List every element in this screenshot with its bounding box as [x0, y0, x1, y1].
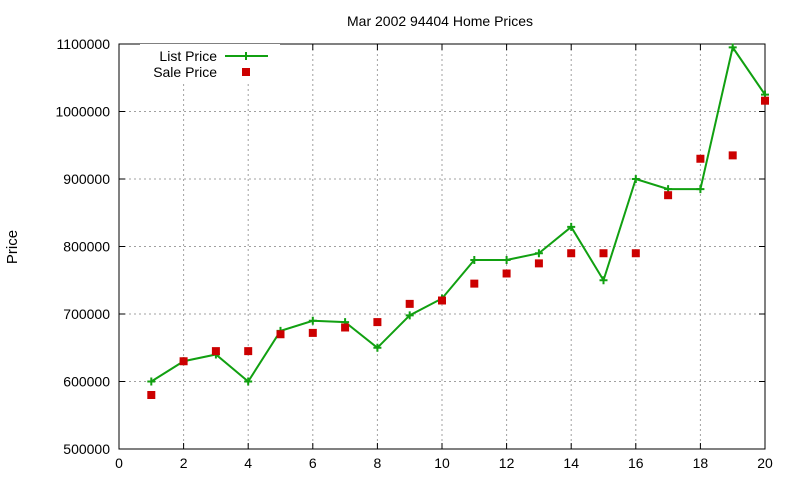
- sale-price-point: [373, 318, 382, 327]
- legend-square-marker: [242, 68, 250, 76]
- sale-price-point: [470, 279, 479, 288]
- list-price-point: [502, 256, 511, 264]
- x-tick-label: 12: [499, 455, 515, 471]
- sale-price-point: [147, 391, 156, 399]
- sale-price-point: [276, 330, 285, 339]
- sale-price-point: [534, 259, 543, 268]
- x-tick-label: 0: [115, 455, 123, 471]
- list-price-point: [147, 377, 156, 386]
- sale-price-point: [599, 249, 608, 258]
- x-tick-label: 20: [757, 455, 773, 471]
- x-tick-label: 2: [180, 455, 188, 471]
- x-tick-label: 8: [374, 455, 382, 471]
- sale-price-point: [761, 96, 769, 105]
- sale-price-point: [567, 249, 576, 258]
- sale-price-point: [631, 249, 640, 258]
- list-price-point: [696, 185, 705, 194]
- sale-price-point: [308, 328, 317, 337]
- sale-price-point: [179, 357, 188, 366]
- y-tick-label: 900000: [63, 171, 110, 187]
- x-tick-label: 18: [693, 455, 709, 471]
- sale-price-point: [438, 296, 446, 305]
- list-price-point: [244, 377, 253, 386]
- x-tick-label: 14: [563, 455, 579, 471]
- grid: [119, 44, 765, 449]
- list-price-point: [631, 175, 640, 183]
- series-line: [150, 44, 766, 383]
- sale-price-point: [664, 191, 673, 200]
- y-tick-label: 600000: [63, 374, 110, 390]
- list-price-point: [308, 316, 317, 325]
- list-price-point: [534, 249, 543, 258]
- y-axis-label: Price: [4, 230, 21, 264]
- x-tick-label: 6: [309, 455, 317, 471]
- list-price-point: [470, 256, 479, 264]
- sale-price-point: [211, 347, 220, 356]
- y-tick-label: 1000000: [55, 104, 110, 120]
- sale-price-point: [502, 269, 511, 278]
- x-tick-label: 10: [434, 455, 450, 471]
- y-tick-label: 500000: [63, 441, 110, 457]
- list-price-point: [567, 222, 576, 231]
- list-price-point: [599, 276, 608, 285]
- sale-price-point: [728, 151, 737, 160]
- x-tick-label: 16: [628, 455, 644, 471]
- list-price-point: [373, 343, 382, 352]
- sale-price-point: [341, 323, 350, 332]
- legend-background: [140, 44, 280, 84]
- y-tick-label: 800000: [63, 239, 110, 255]
- x-tick-label: 4: [244, 455, 252, 471]
- legend-plus-marker: [242, 52, 250, 60]
- sale-price-point: [405, 299, 414, 308]
- legend-label: List Price: [159, 48, 217, 64]
- series-layer: [147, 43, 769, 399]
- sale-price-point: [696, 154, 705, 163]
- sale-price-point: [244, 347, 253, 356]
- y-tick-label: 1100000: [57, 36, 111, 52]
- legend-label: Sale Price: [153, 64, 217, 80]
- chart-title: Mar 2002 94404 Home Prices: [347, 13, 533, 29]
- list-price-point: [405, 311, 414, 320]
- list-price-point: [728, 43, 737, 52]
- axis-ticks: 0 2 4 6 8 10 12 14 16 18 20 500000 600000 700000 80000…: [55, 36, 773, 471]
- y-tick-label: 700000: [63, 306, 110, 322]
